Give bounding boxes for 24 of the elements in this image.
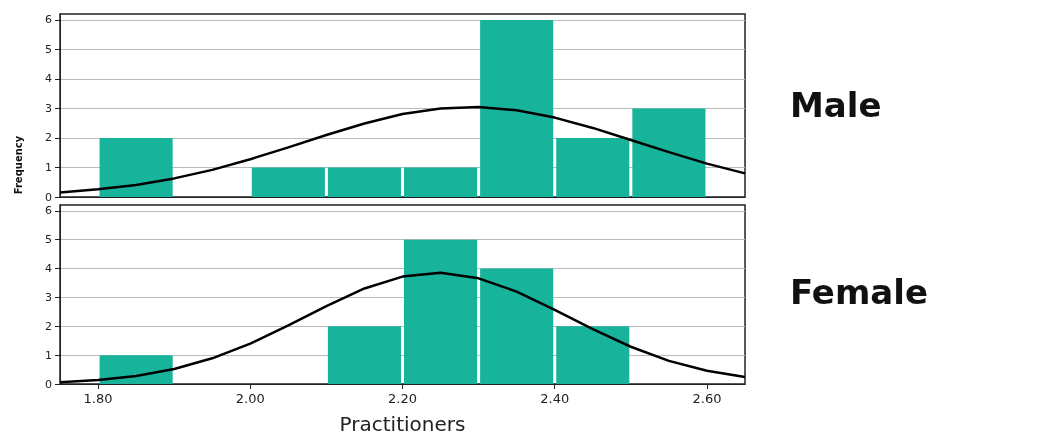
- y-tick-label: 2: [45, 319, 52, 333]
- x-tick-label: 2.60: [692, 391, 722, 406]
- line-series: [58, 105, 747, 194]
- text: Female: [790, 272, 928, 312]
- x-tick-label: 2.00: [235, 391, 265, 406]
- y-tick-label: 6: [45, 13, 52, 27]
- y-tick-label: 4: [45, 72, 52, 86]
- y-tick-label: 5: [45, 42, 52, 56]
- y-tick-label: 3: [45, 101, 52, 115]
- y-tick-label: 5: [45, 233, 52, 247]
- y-tick-label: 3: [45, 290, 52, 304]
- y-tick-label: 0: [45, 377, 52, 391]
- y-tick-label: 0: [45, 190, 52, 204]
- x-tick-label: 2.40: [540, 391, 570, 406]
- x-tick-label: 1.80: [83, 391, 113, 406]
- text: Male: [790, 85, 882, 125]
- y-tick-label: 4: [45, 262, 52, 276]
- y-axis-title: Frequency: [12, 135, 24, 195]
- y-tick-label: 1: [45, 348, 52, 362]
- x-tick-label: 2.20: [388, 391, 417, 406]
- y-tick-label: 1: [45, 160, 52, 174]
- y-tick-label: 6: [45, 204, 52, 218]
- x-axis-title: Practitioners: [339, 412, 466, 436]
- y-tick-label: 2: [45, 131, 52, 145]
